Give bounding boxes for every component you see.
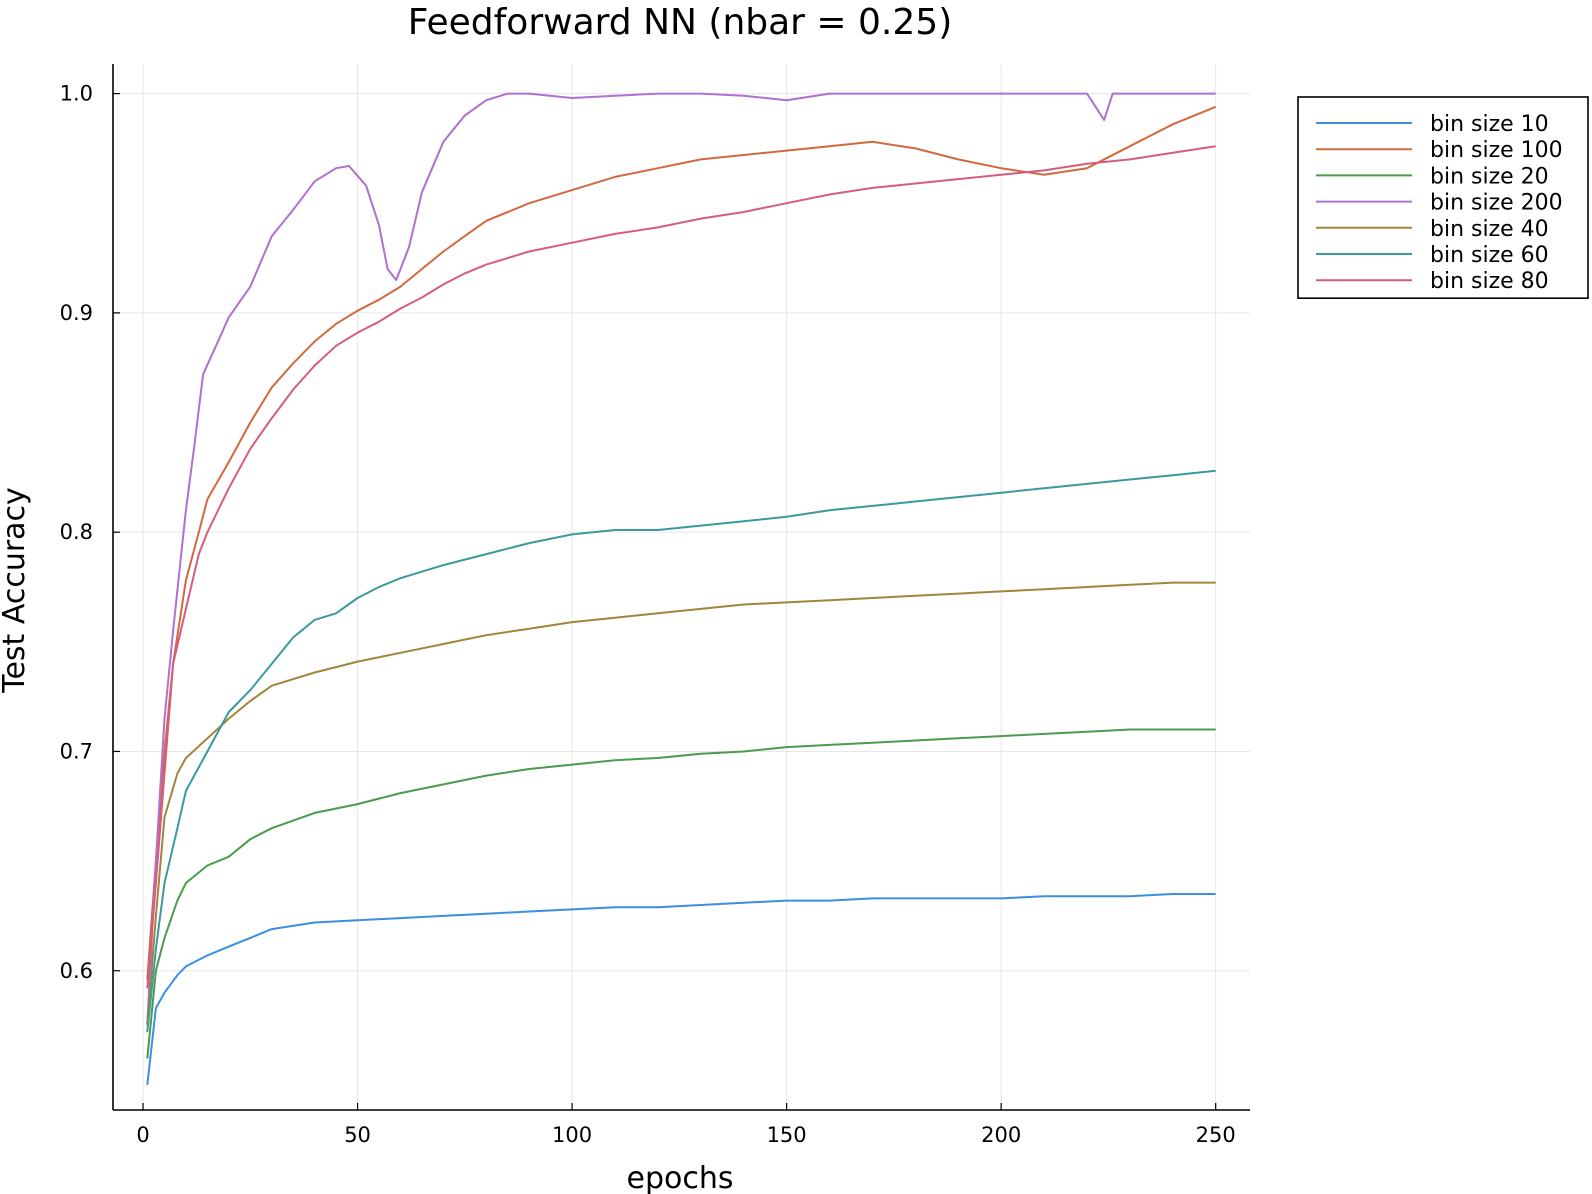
- y-tick-label: 0.9: [60, 301, 93, 325]
- x-tick-label: 200: [981, 1123, 1021, 1147]
- legend-label-bin-size-20: bin size 20: [1430, 164, 1549, 189]
- legend-box: [1297, 96, 1589, 299]
- series-line-bin-size-10: [146, 893, 1216, 1085]
- legend-label-bin-size-100: bin size 100: [1430, 138, 1563, 163]
- series-line-bin-size-40: [146, 581, 1216, 1026]
- series-layer: [146, 92, 1217, 1085]
- axis-layer: 0 50 100 150 200 250 0.6 0.7 0.8 0.9 1.0: [60, 64, 1250, 1147]
- series-line-bin-size-200: [146, 92, 1216, 1024]
- x-tick-label: 0: [136, 1123, 149, 1147]
- legend-label-bin-size-200: bin size 200: [1430, 191, 1563, 216]
- legend-label-bin-size-80: bin size 80: [1430, 269, 1549, 294]
- y-tick-label: 0.7: [60, 739, 93, 763]
- x-tick-label: 100: [552, 1123, 592, 1147]
- x-tick-label: 250: [1196, 1123, 1236, 1147]
- series-line-bin-size-100: [146, 105, 1217, 980]
- series-line-bin-size-80: [146, 145, 1216, 989]
- chart-title: Feedforward NN (nbar = 0.25): [408, 2, 952, 43]
- x-tick-label: 150: [767, 1123, 807, 1147]
- series-line-bin-size-60: [146, 469, 1216, 1033]
- grid-layer: [113, 64, 1250, 1110]
- y-tick-label: 1.0: [60, 82, 93, 106]
- y-tick-label: 0.6: [60, 959, 93, 983]
- legend-label-bin-size-60: bin size 60: [1430, 243, 1549, 268]
- x-tick-label: 50: [344, 1123, 371, 1147]
- legend-label-bin-size-40: bin size 40: [1430, 217, 1549, 242]
- y-axis-label: Test Accuracy: [0, 487, 32, 694]
- x-axis-label: epochs: [627, 1161, 734, 1194]
- y-tick-label: 0.8: [60, 520, 93, 544]
- legend-label-bin-size-10: bin size 10: [1430, 112, 1549, 137]
- series-line-bin-size-20: [146, 728, 1216, 1059]
